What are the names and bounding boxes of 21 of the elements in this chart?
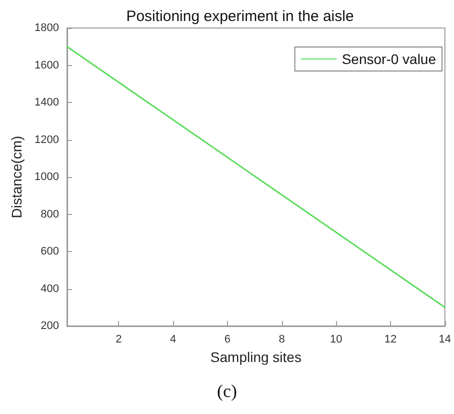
x-tick-label: 6 [224, 334, 230, 346]
y-tick-label: 800 [40, 208, 59, 220]
y-tick-label: 1600 [34, 59, 59, 72]
y-tick-label: 1400 [34, 96, 59, 108]
x-axis-title: Sampling sites [210, 348, 302, 365]
y-axis-title: Distance(cm) [8, 136, 25, 218]
chart-title: Positioning experiment in the aisle [126, 8, 354, 25]
x-tick-label: 4 [170, 334, 176, 346]
y-tick-label: 1000 [34, 171, 59, 183]
y-tick-label: 600 [40, 246, 59, 258]
y-tick-label: 1800 [34, 22, 59, 34]
y-tick-label: 1200 [34, 134, 59, 146]
legend-label: Sensor-0 value [342, 51, 436, 67]
y-tick-label: 400 [40, 282, 59, 295]
x-tick-label: 2 [116, 334, 122, 346]
x-tick-label: 10 [330, 334, 342, 346]
text: (c) [217, 381, 237, 401]
x-tick-label: 12 [384, 334, 397, 346]
y-tick-label: 200 [40, 320, 59, 332]
x-tick-label: 14 [438, 334, 452, 346]
x-tick-label: 8 [278, 334, 285, 346]
